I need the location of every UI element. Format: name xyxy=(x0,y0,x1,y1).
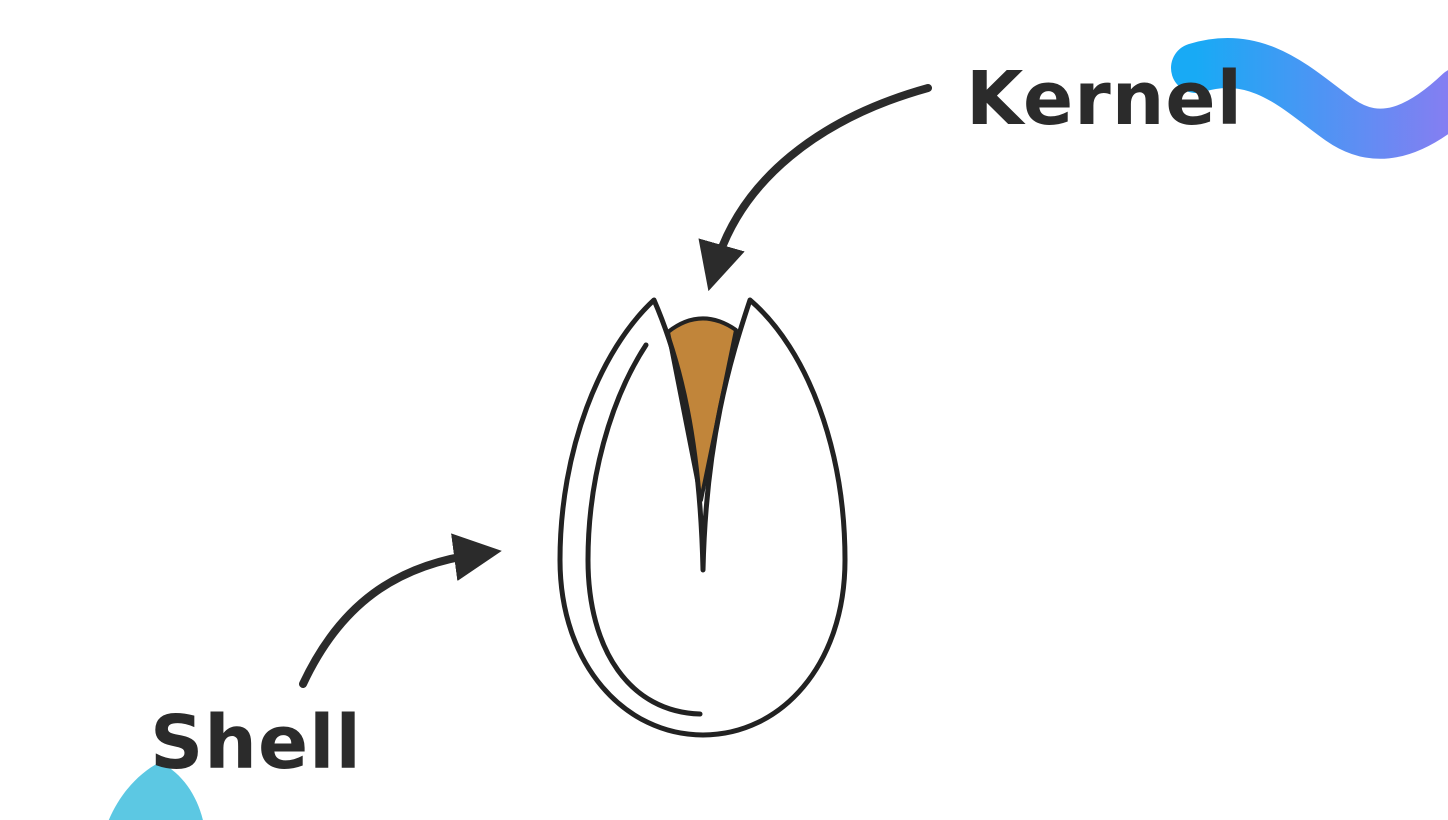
kernel-shape xyxy=(666,316,738,502)
pistachio-icon xyxy=(557,297,848,738)
kernel-arrow xyxy=(698,84,932,292)
shell-arrow xyxy=(299,533,502,688)
shell-inner-line xyxy=(585,342,703,717)
shell-label: Shell xyxy=(150,700,362,786)
kernel-label: Kernel xyxy=(966,56,1243,142)
decorative-wave xyxy=(1171,38,1448,159)
decorative-blob xyxy=(108,762,203,820)
shell-outline xyxy=(557,297,848,738)
